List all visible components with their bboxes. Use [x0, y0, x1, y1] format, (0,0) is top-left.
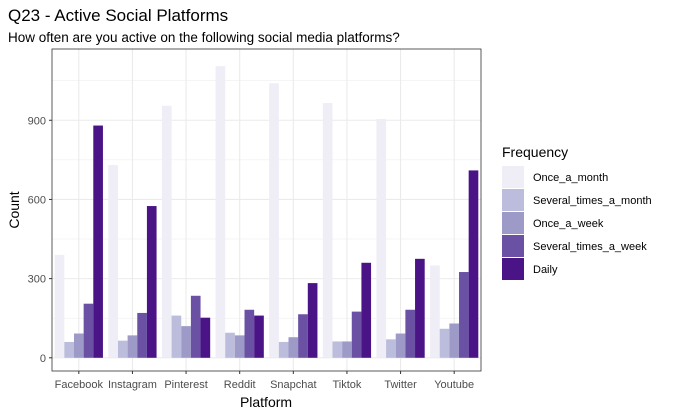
- bar-reddit-once-a-week: [234, 335, 245, 358]
- legend-key: [502, 189, 524, 211]
- plot-border: [51, 48, 482, 372]
- bar-tiktok-several-times-a-month: [332, 341, 343, 358]
- x-tick-label: Pinterest: [164, 379, 207, 391]
- bar-tiktok-several-times-a-week: [351, 311, 362, 358]
- bar-pinterest-once-a-week: [181, 326, 191, 358]
- legend: Frequency Once_a_month Several_times_a_mo…: [502, 144, 652, 280]
- legend-label: Once_a_month: [533, 172, 608, 184]
- gridlines: [52, 49, 481, 371]
- bar-instagram-several-times-a-week: [137, 312, 147, 358]
- bar-twitter-once-a-week: [395, 333, 406, 358]
- bar-twitter-several-times-a-week: [405, 309, 416, 358]
- bar-youtube-once-a-month: [430, 265, 440, 358]
- chart-subtitle: How often are you active on the followin…: [8, 30, 400, 45]
- bars: [54, 66, 479, 358]
- y-axis-title: Count: [6, 191, 22, 228]
- y-tick-label: 0: [40, 353, 46, 365]
- legend-key: [502, 212, 524, 234]
- bar-pinterest-once-a-month: [161, 105, 172, 358]
- bar-instagram-once-a-month: [108, 165, 118, 358]
- chart-title: Q23 - Active Social Platforms: [8, 6, 228, 25]
- bar-facebook-once-a-week: [73, 333, 84, 358]
- legend-key: [502, 166, 524, 188]
- bar-twitter-daily: [415, 258, 425, 358]
- legend-key: [502, 258, 524, 280]
- x-tick-label: Youtube: [434, 379, 474, 391]
- bar-youtube-several-times-a-month: [439, 328, 450, 358]
- bar-facebook-once-a-month: [54, 254, 65, 358]
- bar-snapchat-once-a-month: [269, 83, 279, 358]
- bar-pinterest-daily: [200, 317, 211, 358]
- bar-snapchat-daily: [307, 283, 318, 358]
- bar-instagram-once-a-week: [127, 335, 138, 358]
- y-tick-label: 300: [28, 274, 46, 286]
- x-tick-label: Instagram: [108, 379, 157, 391]
- x-tick-label: Twitter: [384, 379, 417, 391]
- bar-twitter-once-a-month: [376, 118, 387, 358]
- x-tick-label: Facebook: [55, 379, 104, 391]
- bar-snapchat-once-a-week: [288, 337, 299, 358]
- bar-facebook-daily: [93, 125, 103, 358]
- x-tick-label: Snapchat: [270, 379, 316, 391]
- bar-reddit-several-times-a-week: [244, 309, 255, 358]
- bar-facebook-several-times-a-month: [64, 341, 74, 358]
- bar-pinterest-several-times-a-month: [171, 315, 182, 358]
- bar-youtube-several-times-a-week: [459, 272, 469, 358]
- bar-tiktok-daily: [361, 262, 372, 358]
- bar-pinterest-several-times-a-week: [190, 295, 201, 358]
- bar-instagram-daily: [146, 206, 157, 358]
- legend-title: Frequency: [502, 144, 568, 160]
- bar-facebook-several-times-a-week: [83, 303, 94, 358]
- y-tick-label: 600: [28, 194, 46, 206]
- legend-key: [502, 235, 524, 257]
- x-axis-title: Platform: [240, 394, 292, 410]
- legend-label: Several_times_a_week: [533, 241, 647, 253]
- bar-youtube-once-a-week: [449, 323, 460, 358]
- bar-instagram-several-times-a-month: [117, 340, 128, 358]
- legend-label: Daily: [533, 264, 558, 276]
- bar-youtube-daily: [468, 170, 479, 358]
- y-tick-label: 900: [28, 115, 46, 127]
- bar-twitter-several-times-a-month: [386, 339, 396, 358]
- bar-snapchat-several-times-a-week: [298, 314, 308, 358]
- bar-snapchat-several-times-a-month: [278, 341, 289, 358]
- x-axis: Facebook Instagram Pinterest Reddit Snapchat…: [55, 371, 474, 391]
- plot-panel: [51, 48, 482, 372]
- bar-reddit-several-times-a-month: [225, 332, 235, 358]
- bar-tiktok-once-a-week: [342, 341, 352, 358]
- x-tick-label: Reddit: [224, 379, 256, 391]
- bar-tiktok-once-a-month: [322, 103, 333, 358]
- bar-reddit-daily: [254, 315, 264, 358]
- legend-label: Several_times_a_month: [533, 195, 652, 207]
- legend-items: Once_a_month Several_times_a_month Once_a_…: [502, 166, 652, 280]
- x-tick-label: Tiktok: [332, 379, 361, 391]
- legend-label: Once_a_week: [533, 218, 604, 230]
- bar-reddit-once-a-month: [215, 66, 226, 358]
- y-axis: 0 300 600 900: [28, 115, 52, 365]
